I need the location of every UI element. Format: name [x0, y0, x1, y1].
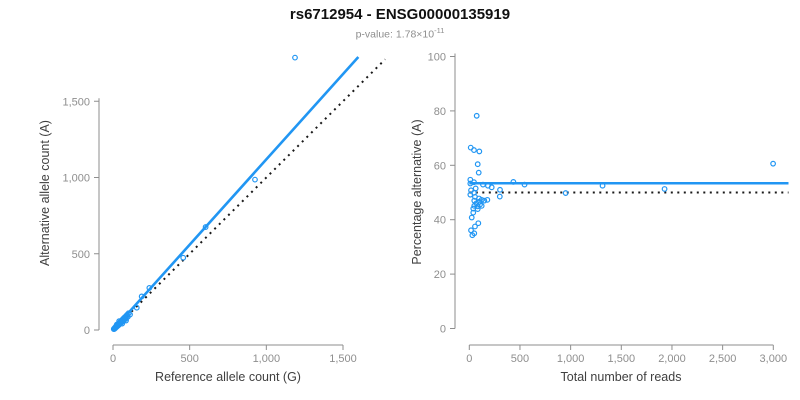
- y-tick-label: 1,500: [62, 96, 90, 108]
- data-point: [474, 206, 481, 212]
- data-point: [138, 293, 145, 300]
- y-tick-label: 80: [434, 106, 446, 118]
- data-point: [473, 112, 480, 119]
- x-tick-label: 2,000: [658, 353, 686, 365]
- x-tick-label: 2,500: [709, 353, 737, 365]
- p-value-subtitle: p-value: 1.78×10-11: [0, 26, 800, 41]
- data-point: [471, 202, 478, 209]
- data-point: [475, 220, 482, 227]
- data-point: [469, 232, 476, 239]
- data-point: [127, 311, 133, 318]
- y-tick-label: 500: [72, 249, 90, 261]
- x-tick-label: 1,000: [253, 353, 281, 365]
- data-point: [481, 197, 488, 204]
- p-value-label: p-value:: [355, 28, 393, 41]
- data-point: [661, 186, 668, 192]
- data-point: [475, 169, 482, 176]
- y-tick-label: 60: [434, 160, 446, 172]
- data-point: [180, 254, 187, 261]
- percentage-scatter-plot: 0 20 40 60 80 100 0 500 1,000 1,500 2,000 2,500 3,00…: [410, 52, 789, 384]
- x-tick-label: 1,500: [608, 353, 636, 365]
- y-axis-title: Percentage alternative (A): [410, 119, 424, 264]
- data-point: [497, 186, 503, 193]
- data-point: [476, 148, 483, 155]
- data-point: [478, 202, 485, 209]
- data-point: [252, 176, 258, 183]
- x-tick-label: 500: [511, 353, 529, 365]
- data-point: [474, 161, 481, 168]
- allele-count-scatter-plot: 0 500 1,000 1,500 0 500 1,000 1,500 Reference al…: [38, 54, 386, 384]
- identity-line: [112, 58, 386, 331]
- x-tick-label: 3,000: [760, 353, 788, 365]
- data-point: [467, 180, 474, 187]
- p-value-exponent: -11: [434, 26, 445, 35]
- fit-line: [112, 56, 360, 331]
- y-axis-title: Alternative allele count (A): [38, 120, 52, 266]
- data-point: [472, 223, 478, 230]
- y-tick-label: 20: [434, 269, 446, 281]
- y-tick-label: 40: [434, 215, 446, 227]
- data-point: [521, 181, 528, 188]
- data-point: [488, 184, 495, 191]
- data-point: [467, 191, 474, 198]
- x-tick-label: 1,000: [557, 353, 585, 365]
- y-tick-label: 100: [428, 52, 446, 64]
- data-point: [471, 147, 477, 153]
- data-point: [470, 209, 477, 216]
- x-tick-label: 0: [110, 353, 116, 365]
- x-axis-title: Total number of reads: [561, 370, 682, 384]
- data-point: [202, 224, 209, 230]
- data-point: [123, 315, 130, 321]
- data-point: [599, 182, 606, 189]
- data-point: [123, 317, 129, 324]
- data-point: [133, 304, 140, 311]
- data-point: [562, 190, 569, 196]
- data-point: [292, 54, 298, 61]
- page-title: rs6712954 - ENSG00000135919: [289, 6, 511, 23]
- data-point: [146, 285, 153, 291]
- data-point: [119, 320, 126, 327]
- y-tick-label: 1,000: [62, 173, 90, 185]
- data-point: [484, 196, 491, 203]
- data-point: [510, 178, 517, 185]
- data-point: [468, 227, 474, 234]
- data-point: [496, 193, 503, 200]
- data-point: [770, 160, 776, 167]
- x-tick-label: 0: [466, 353, 472, 365]
- x-tick-label: 500: [180, 353, 198, 365]
- p-value-mantissa: 1.78×10: [392, 28, 435, 41]
- data-point: [468, 214, 475, 221]
- y-tick-label: 0: [440, 324, 446, 336]
- x-tick-label: 1,500: [329, 353, 357, 365]
- data-point: [125, 310, 132, 317]
- x-axis-title: Reference allele count (G): [155, 370, 301, 384]
- y-tick-label: 0: [84, 325, 90, 337]
